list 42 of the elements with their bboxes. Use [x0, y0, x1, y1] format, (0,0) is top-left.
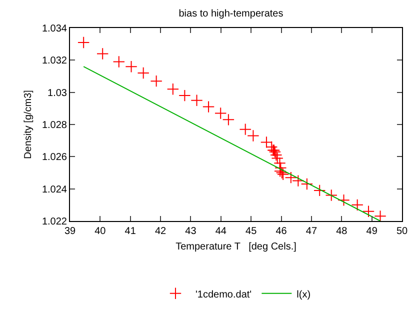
y-tick-label: 1.028	[42, 120, 68, 131]
point	[314, 184, 326, 197]
x-tick-label: 47	[306, 226, 318, 237]
x-tick-label: 44	[215, 226, 227, 237]
y-tick-label: 1.022	[42, 216, 68, 228]
x-tick-label: 42	[154, 226, 167, 237]
y-tick-label: 1.024	[42, 184, 68, 196]
y-axis-title: Density [g/cm3]	[22, 90, 34, 159]
x-tick-label: 49	[366, 226, 378, 237]
point	[374, 210, 386, 222]
point	[137, 66, 150, 80]
x-tick-label: 48	[336, 226, 348, 237]
legend-label: l(x)	[296, 289, 311, 300]
point	[338, 194, 350, 206]
point	[300, 178, 314, 190]
chart-title: bias to high-temperates	[178, 8, 284, 20]
point	[202, 100, 215, 113]
y-tick-label: 1.034	[42, 24, 68, 34]
point	[325, 189, 338, 202]
point	[362, 205, 375, 218]
y-tick-label: 1.032	[42, 56, 68, 67]
x-tick-label: 41	[124, 226, 136, 237]
y-tick-label: 1.026	[42, 152, 68, 164]
point	[77, 36, 90, 49]
point	[178, 89, 191, 102]
legend-label: '1cdemo.dat'	[196, 289, 252, 300]
point	[351, 198, 364, 212]
x-tick-label: 45	[246, 226, 258, 237]
y-tick-label: 1.03	[48, 88, 68, 99]
point	[190, 94, 203, 106]
point	[274, 162, 287, 174]
x-axis-title: Temperature T [deg Cels.]	[176, 242, 297, 252]
x-tick-label: 40	[94, 226, 106, 237]
point	[125, 60, 138, 73]
point	[112, 56, 125, 68]
point	[96, 48, 109, 60]
x-tick-label: 46	[276, 226, 288, 237]
x-tick-label: 43	[185, 226, 197, 237]
point	[150, 74, 162, 88]
x-tick-label: 50	[396, 226, 408, 237]
x-tick-label: 39	[64, 226, 76, 237]
point	[166, 83, 180, 96]
